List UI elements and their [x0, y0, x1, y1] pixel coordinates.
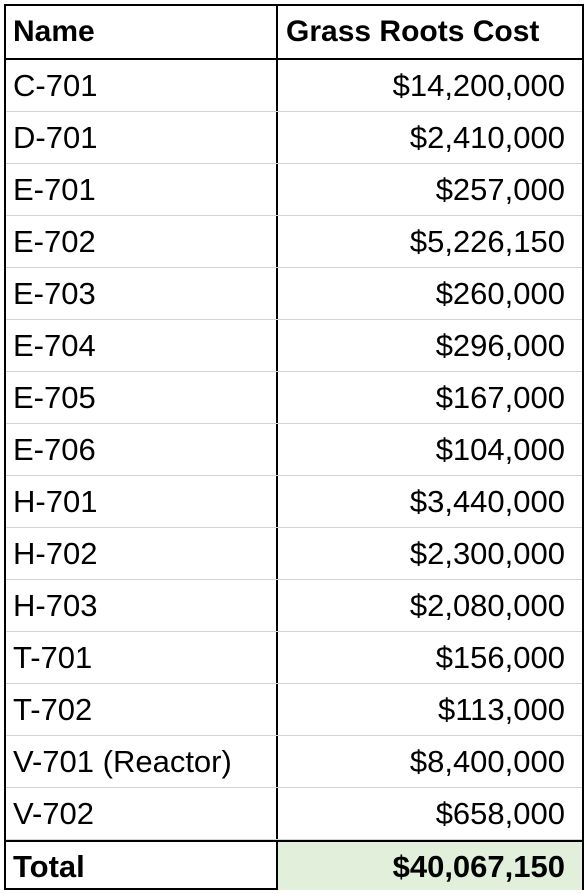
table-row: D-701 $2,410,000 — [6, 112, 582, 164]
table-row: V-701 (Reactor) $8,400,000 — [6, 736, 582, 788]
table-row: E-704 $296,000 — [6, 320, 582, 372]
row-name-cell: E-704 — [6, 320, 278, 371]
row-cost-cell: $2,080,000 — [409, 588, 565, 623]
row-name-cell: E-703 — [6, 268, 278, 319]
row-name-cell: E-706 — [6, 424, 278, 475]
table-row: E-703 $260,000 — [6, 268, 582, 320]
row-name-cell: V-702 — [6, 788, 278, 839]
table-row: T-701 $156,000 — [6, 632, 582, 684]
table-row: H-703 $2,080,000 — [6, 580, 582, 632]
row-cost-cell: $156,000 — [435, 640, 565, 675]
row-name-cell: H-702 — [6, 528, 278, 579]
row-cost-cell: $113,000 — [438, 692, 565, 727]
row-cost-cell: $3,440,000 — [409, 484, 565, 519]
row-name-cell: E-705 — [6, 372, 278, 423]
table-total-row: Total $40,067,150 — [6, 840, 582, 890]
table-row: T-702 $113,000 — [6, 684, 582, 736]
header-name: Name — [6, 6, 278, 58]
table-row: E-702 $5,226,150 — [6, 216, 582, 268]
row-cost-cell: $2,300,000 — [409, 536, 565, 571]
table-row: H-701 $3,440,000 — [6, 476, 582, 528]
row-cost-cell: $167,000 — [435, 380, 565, 415]
table-row: E-706 $104,000 — [6, 424, 582, 476]
row-name-cell: V-701 (Reactor) — [6, 736, 278, 787]
row-name-cell: H-701 — [6, 476, 278, 527]
row-name-cell: H-703 — [6, 580, 278, 631]
header-grass-roots-cost: Grass Roots Cost — [286, 15, 540, 48]
row-name-cell: E-702 — [6, 216, 278, 267]
row-name-cell: C-701 — [6, 60, 278, 111]
row-name-cell: D-701 — [6, 112, 278, 163]
total-cost-cell: $40,067,150 — [278, 842, 582, 890]
row-cost-cell: $658,000 — [435, 796, 565, 831]
row-name-cell: T-702 — [6, 684, 278, 735]
table-row: E-705 $167,000 — [6, 372, 582, 424]
row-cost-cell: $2,410,000 — [409, 120, 565, 155]
table-row: V-702 $658,000 — [6, 788, 582, 840]
table-header-row: Name Grass Roots Cost — [6, 6, 582, 60]
row-cost-cell: $104,000 — [435, 432, 565, 467]
row-cost-cell: $260,000 — [435, 276, 565, 311]
table-row: E-701 $257,000 — [6, 164, 582, 216]
row-cost-cell: $296,000 — [435, 328, 565, 363]
row-cost-cell: $5,226,150 — [409, 224, 565, 259]
table-row: C-701 $14,200,000 — [6, 60, 582, 112]
row-name-cell: T-701 — [6, 632, 278, 683]
row-cost-cell: $14,200,000 — [392, 68, 565, 103]
row-cost-cell: $8,400,000 — [409, 744, 565, 779]
row-cost-cell: $257,000 — [435, 172, 565, 207]
cost-table: Name Grass Roots Cost C-701 $14,200,000 … — [4, 4, 584, 890]
table-row: H-702 $2,300,000 — [6, 528, 582, 580]
total-label: Total — [6, 842, 278, 890]
row-name-cell: E-701 — [6, 164, 278, 215]
